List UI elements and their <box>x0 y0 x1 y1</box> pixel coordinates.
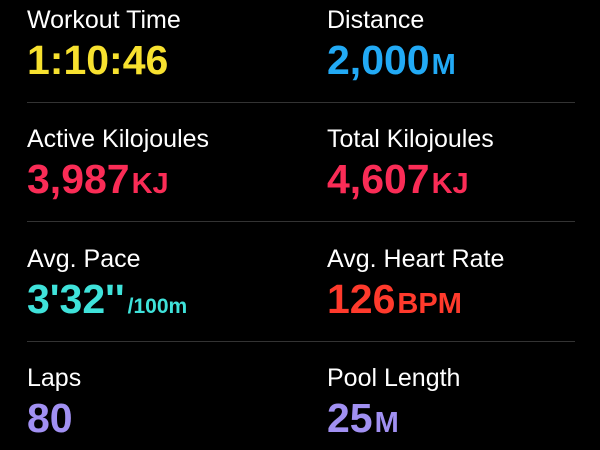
metric-unit: M <box>431 49 456 81</box>
metric: Workout Time 1:10:46 <box>27 4 297 114</box>
metric-label: Workout Time <box>27 6 181 34</box>
metric-unit: M <box>374 407 399 439</box>
metric-value: 126 <box>327 276 396 322</box>
metric: Distance 2,000M <box>327 4 597 114</box>
metric-unit: /100m <box>127 295 188 318</box>
metric-value-line: 2,000M <box>327 37 456 84</box>
separator <box>27 102 575 103</box>
metric-label: Avg. Pace <box>27 245 141 273</box>
metric-value: 25 <box>327 395 373 441</box>
metric-value-line: 3,987KJ <box>27 156 169 203</box>
metric: Avg. Pace 3'32''/100m <box>27 243 297 353</box>
metric: Avg. Heart Rate 126BPM <box>327 243 597 353</box>
metric-label: Distance <box>327 6 425 34</box>
metric-unit: BPM <box>397 288 462 320</box>
separator <box>27 341 575 342</box>
metric-value: 3,987 <box>27 156 130 202</box>
metric-value-line: 25M <box>327 395 399 442</box>
metric-label: Total Kilojoules <box>327 125 494 153</box>
metric-unit: KJ <box>131 168 169 200</box>
metric-value: 1:10:46 <box>27 37 169 83</box>
metric: Pool Length 25M <box>327 362 597 450</box>
metric-value-line: 4,607KJ <box>327 156 469 203</box>
metric-value: 80 <box>27 395 73 441</box>
metric-value: 3'32'' <box>27 276 125 322</box>
separator <box>27 221 575 222</box>
metric-value-line: 3'32''/100m <box>27 276 187 323</box>
metric-label: Active Kilojoules <box>27 125 210 153</box>
metric-label: Pool Length <box>327 364 461 392</box>
metric-value-line: 126BPM <box>327 276 462 323</box>
metric-unit: KJ <box>431 168 469 200</box>
metric: Total Kilojoules 4,607KJ <box>327 123 597 233</box>
metric-label: Laps <box>27 364 82 392</box>
metric: Active Kilojoules 3,987KJ <box>27 123 297 233</box>
metric-value: 4,607 <box>327 156 430 202</box>
metric-label: Avg. Heart Rate <box>327 245 505 273</box>
metric-value-line: 80 <box>27 395 73 442</box>
metric: Laps 80 <box>27 362 297 450</box>
metric-value: 2,000 <box>327 37 430 83</box>
metric-value-line: 1:10:46 <box>27 37 168 84</box>
